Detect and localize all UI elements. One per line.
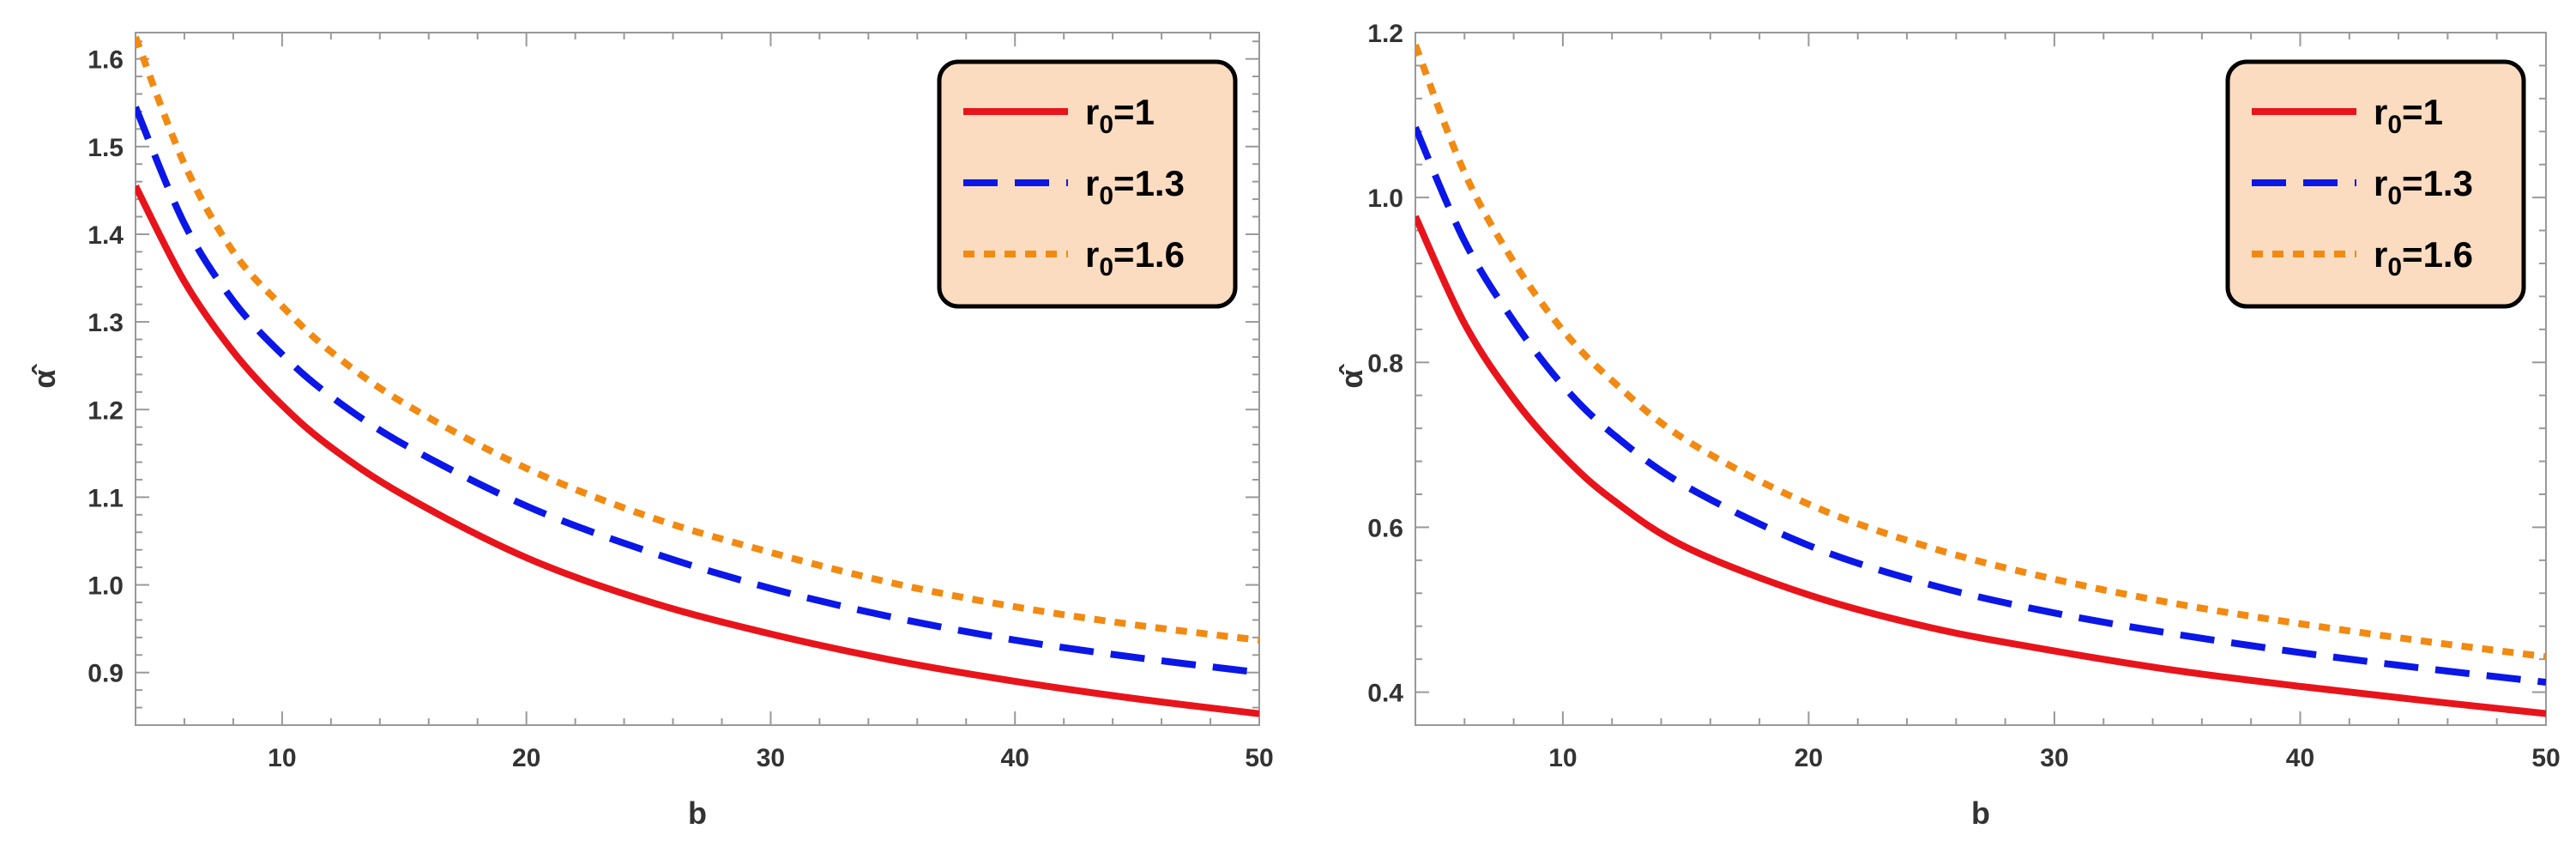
legend-label-value: =1 (2402, 92, 2443, 132)
legend: r0=1r0=1.3r0=1.6 (937, 59, 1238, 309)
legend-box (937, 59, 1238, 309)
legend-label-sub: 0 (2387, 253, 2402, 281)
x-tick-label: 30 (757, 744, 785, 772)
series-line-r0=1.3 (1415, 125, 2546, 687)
y-tick-label: 1.2 (87, 396, 124, 425)
x-tick-label: 50 (2531, 744, 2560, 772)
x-tick-label: 50 (1245, 744, 1273, 772)
legend-label-main: r (1085, 234, 1099, 275)
series-line-r0=1 (1415, 215, 2546, 717)
y-tick-label: 0.6 (1367, 514, 1403, 542)
y-tick-label: 1.6 (87, 46, 124, 75)
y-axis-label: α̂ (27, 363, 62, 388)
legend-label-r0=1: r0=1 (2374, 92, 2443, 139)
legend-label-r0=1.6: r0=1.6 (1085, 234, 1185, 281)
legend-label-r0=1: r0=1 (1085, 92, 1155, 139)
legend-label-main: r (1085, 163, 1099, 203)
legend-label-sub: 0 (1099, 182, 1113, 210)
legend-label-value: =1.6 (1113, 234, 1185, 275)
legend-label-r0=1.3: r0=1.3 (2374, 163, 2473, 210)
legend-label-main: r (2374, 92, 2387, 132)
legend-label-sub: 0 (2387, 182, 2402, 210)
series-line-r0=1.6 (1415, 43, 2546, 661)
plot-frame (1415, 32, 2547, 726)
x-axis-label: b (1971, 796, 1990, 831)
series-line-r0=1.3 (136, 106, 1259, 676)
legend-label-sub: 0 (1099, 253, 1113, 281)
legend: r0=1r0=1.3r0=1.6 (2225, 59, 2526, 309)
y-tick-label: 0.8 (1367, 349, 1403, 378)
y-tick-label: 1.3 (87, 309, 124, 337)
y-axis-label: α̂ (1334, 363, 1369, 388)
chart-panel-2: 10 20 30 40 500.40.60.81.01.2bα̂r0=1r0=1.3r0… (1334, 20, 2561, 831)
x-tick-label: 10 (268, 744, 296, 772)
y-tick-label: 0.4 (1367, 680, 1403, 708)
x-tick-label: 40 (1001, 744, 1029, 772)
x-tick-label: 20 (512, 744, 540, 772)
chart-panel-1: 10 20 30 40 500.91.01.11.21.31.41.51.6bα̂r0=… (27, 32, 1274, 831)
legend-label-value: =1.6 (2402, 234, 2473, 275)
y-tick-label: 1.0 (1367, 185, 1403, 213)
legend-label-value: =1.3 (1113, 163, 1185, 203)
legend-label-main: r (1085, 92, 1099, 132)
legend-box (2225, 59, 2526, 309)
legend-label-main: r (2374, 163, 2387, 203)
legend-label-main: r (2374, 234, 2387, 275)
plot-frame (135, 32, 1260, 726)
x-tick-label: 40 (2286, 744, 2314, 772)
series-line-r0=1 (136, 184, 1259, 717)
y-tick-label: 1.2 (1367, 20, 1403, 48)
legend-label-r0=1.6: r0=1.6 (2374, 234, 2473, 281)
legend-label-value: =1.3 (2402, 163, 2473, 203)
y-tick-label: 1.1 (87, 484, 124, 512)
x-axis-label: b (688, 796, 707, 831)
legend-label-value: =1 (1113, 92, 1155, 132)
y-tick-label: 1.4 (87, 221, 124, 250)
y-tick-label: 0.9 (87, 660, 124, 688)
y-tick-label: 1.5 (87, 134, 124, 162)
x-tick-label: 30 (2040, 744, 2068, 772)
x-tick-label: 10 (1548, 744, 1577, 772)
legend-label-sub: 0 (2387, 111, 2402, 139)
series-line-r0=1.6 (136, 35, 1259, 644)
y-tick-label: 1.0 (87, 572, 124, 601)
legend-label-r0=1.3: r0=1.3 (1085, 163, 1185, 210)
legend-label-sub: 0 (1099, 111, 1113, 139)
x-tick-label: 20 (1795, 744, 1823, 772)
